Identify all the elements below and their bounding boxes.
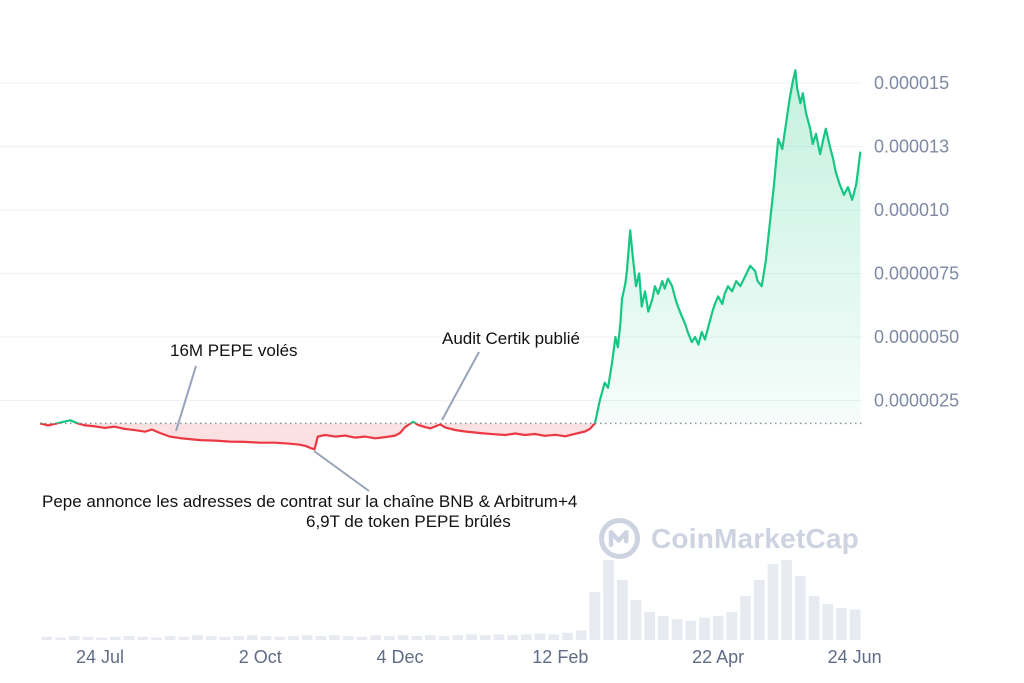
volume-bar	[507, 635, 518, 640]
volume-bar	[726, 612, 738, 640]
volume-bar	[356, 636, 368, 640]
volume-bar	[233, 636, 244, 640]
volume-bar	[849, 609, 861, 640]
volume-bar	[151, 637, 162, 640]
annotation-contract-addresses: Pepe annonce les adresses de contrat sur…	[42, 492, 578, 511]
volume-bar	[836, 608, 847, 640]
volume-bar	[123, 636, 135, 640]
annotation-tokens-burned: 6,9T de token PEPE brûlés	[306, 512, 511, 531]
volume-bar	[164, 636, 176, 640]
coinmarketcap-logo-icon	[598, 517, 641, 560]
volume-bar	[55, 637, 66, 640]
price-area-down	[40, 423, 861, 450]
volume-bar	[671, 619, 683, 640]
volume-bar	[753, 580, 765, 640]
volume-bar	[425, 635, 436, 640]
volume-bar	[192, 635, 203, 640]
y-axis-label: 0.000010	[874, 200, 949, 220]
x-axis-label: 4 Dec	[377, 647, 424, 667]
volume-bar	[658, 616, 669, 640]
volume-bar	[68, 636, 80, 640]
volume-bar	[822, 604, 834, 640]
volume-bar	[534, 633, 546, 640]
volume-bar	[699, 617, 710, 640]
volume-bar	[301, 635, 313, 640]
volume-bar	[616, 580, 628, 640]
volume-bar	[137, 636, 149, 640]
volume-bar	[178, 636, 190, 640]
volume-bar	[452, 635, 464, 640]
volume-bar	[110, 636, 121, 640]
annotation-connector	[441, 351, 480, 421]
volume-bar	[274, 636, 286, 640]
x-axis-label: 2 Oct	[239, 647, 282, 667]
price-area-up	[57, 70, 861, 424]
volume-bar	[260, 636, 272, 640]
volume-bar	[479, 635, 491, 640]
coinmarketcap-watermark: CoinMarketCap	[597, 516, 859, 561]
y-axis-label: 0.0000050	[874, 327, 959, 347]
x-axis-label: 24 Jul	[76, 647, 124, 667]
volume-bar	[411, 636, 423, 640]
annotation-16m-pepe-voles: 16M PEPE volés	[170, 341, 298, 360]
volume-bar	[466, 634, 477, 640]
volume-bar	[438, 636, 450, 640]
y-axis-label: 0.0000025	[874, 391, 959, 411]
x-axis-label: 24 Jun	[828, 647, 882, 667]
annotation-audit-certik: Audit Certik publié	[442, 329, 580, 348]
volume-bar	[808, 596, 820, 640]
volume-bar	[384, 636, 395, 640]
volume-bar	[781, 560, 792, 640]
volume-bar	[712, 616, 724, 640]
coinmarketcap-watermark-text: CoinMarketCap	[651, 522, 859, 554]
y-axis-label: 0.000013	[874, 137, 949, 157]
volume-bar	[767, 564, 779, 640]
volume-bar	[205, 636, 217, 640]
y-axis-label: 0.0000075	[874, 264, 959, 284]
volume-bar	[521, 634, 532, 640]
price-line-up	[40, 69, 862, 424]
volume-bar	[329, 635, 340, 640]
volume-bar	[685, 620, 697, 640]
volume-bar	[247, 635, 258, 640]
volume-bar	[562, 632, 573, 640]
y-axis-label: 0.000015	[874, 73, 949, 93]
volume-bar	[288, 636, 299, 640]
volume-bar	[370, 635, 381, 640]
volume-bar	[315, 636, 327, 640]
volume-bar	[603, 560, 614, 640]
price-line-down	[39, 423, 597, 451]
volume-bar	[342, 636, 354, 640]
volume-bar	[397, 635, 409, 640]
x-axis-label: 12 Feb	[532, 647, 588, 667]
volume-bar	[740, 596, 751, 640]
volume-bar	[630, 600, 642, 640]
annotation-connector	[175, 365, 197, 432]
volume-bar	[82, 636, 94, 640]
volume-bar	[575, 630, 587, 640]
volume-bar	[219, 636, 231, 640]
volume-bar	[548, 634, 560, 640]
volume-bar	[493, 634, 505, 640]
volume-bar	[795, 576, 806, 640]
volume-bar	[96, 637, 107, 640]
volume-bar	[644, 612, 655, 640]
x-axis-label: 22 Apr	[692, 647, 744, 667]
volume-bar	[41, 636, 53, 640]
annotation-connector	[313, 450, 370, 492]
volume-bar	[589, 592, 601, 640]
